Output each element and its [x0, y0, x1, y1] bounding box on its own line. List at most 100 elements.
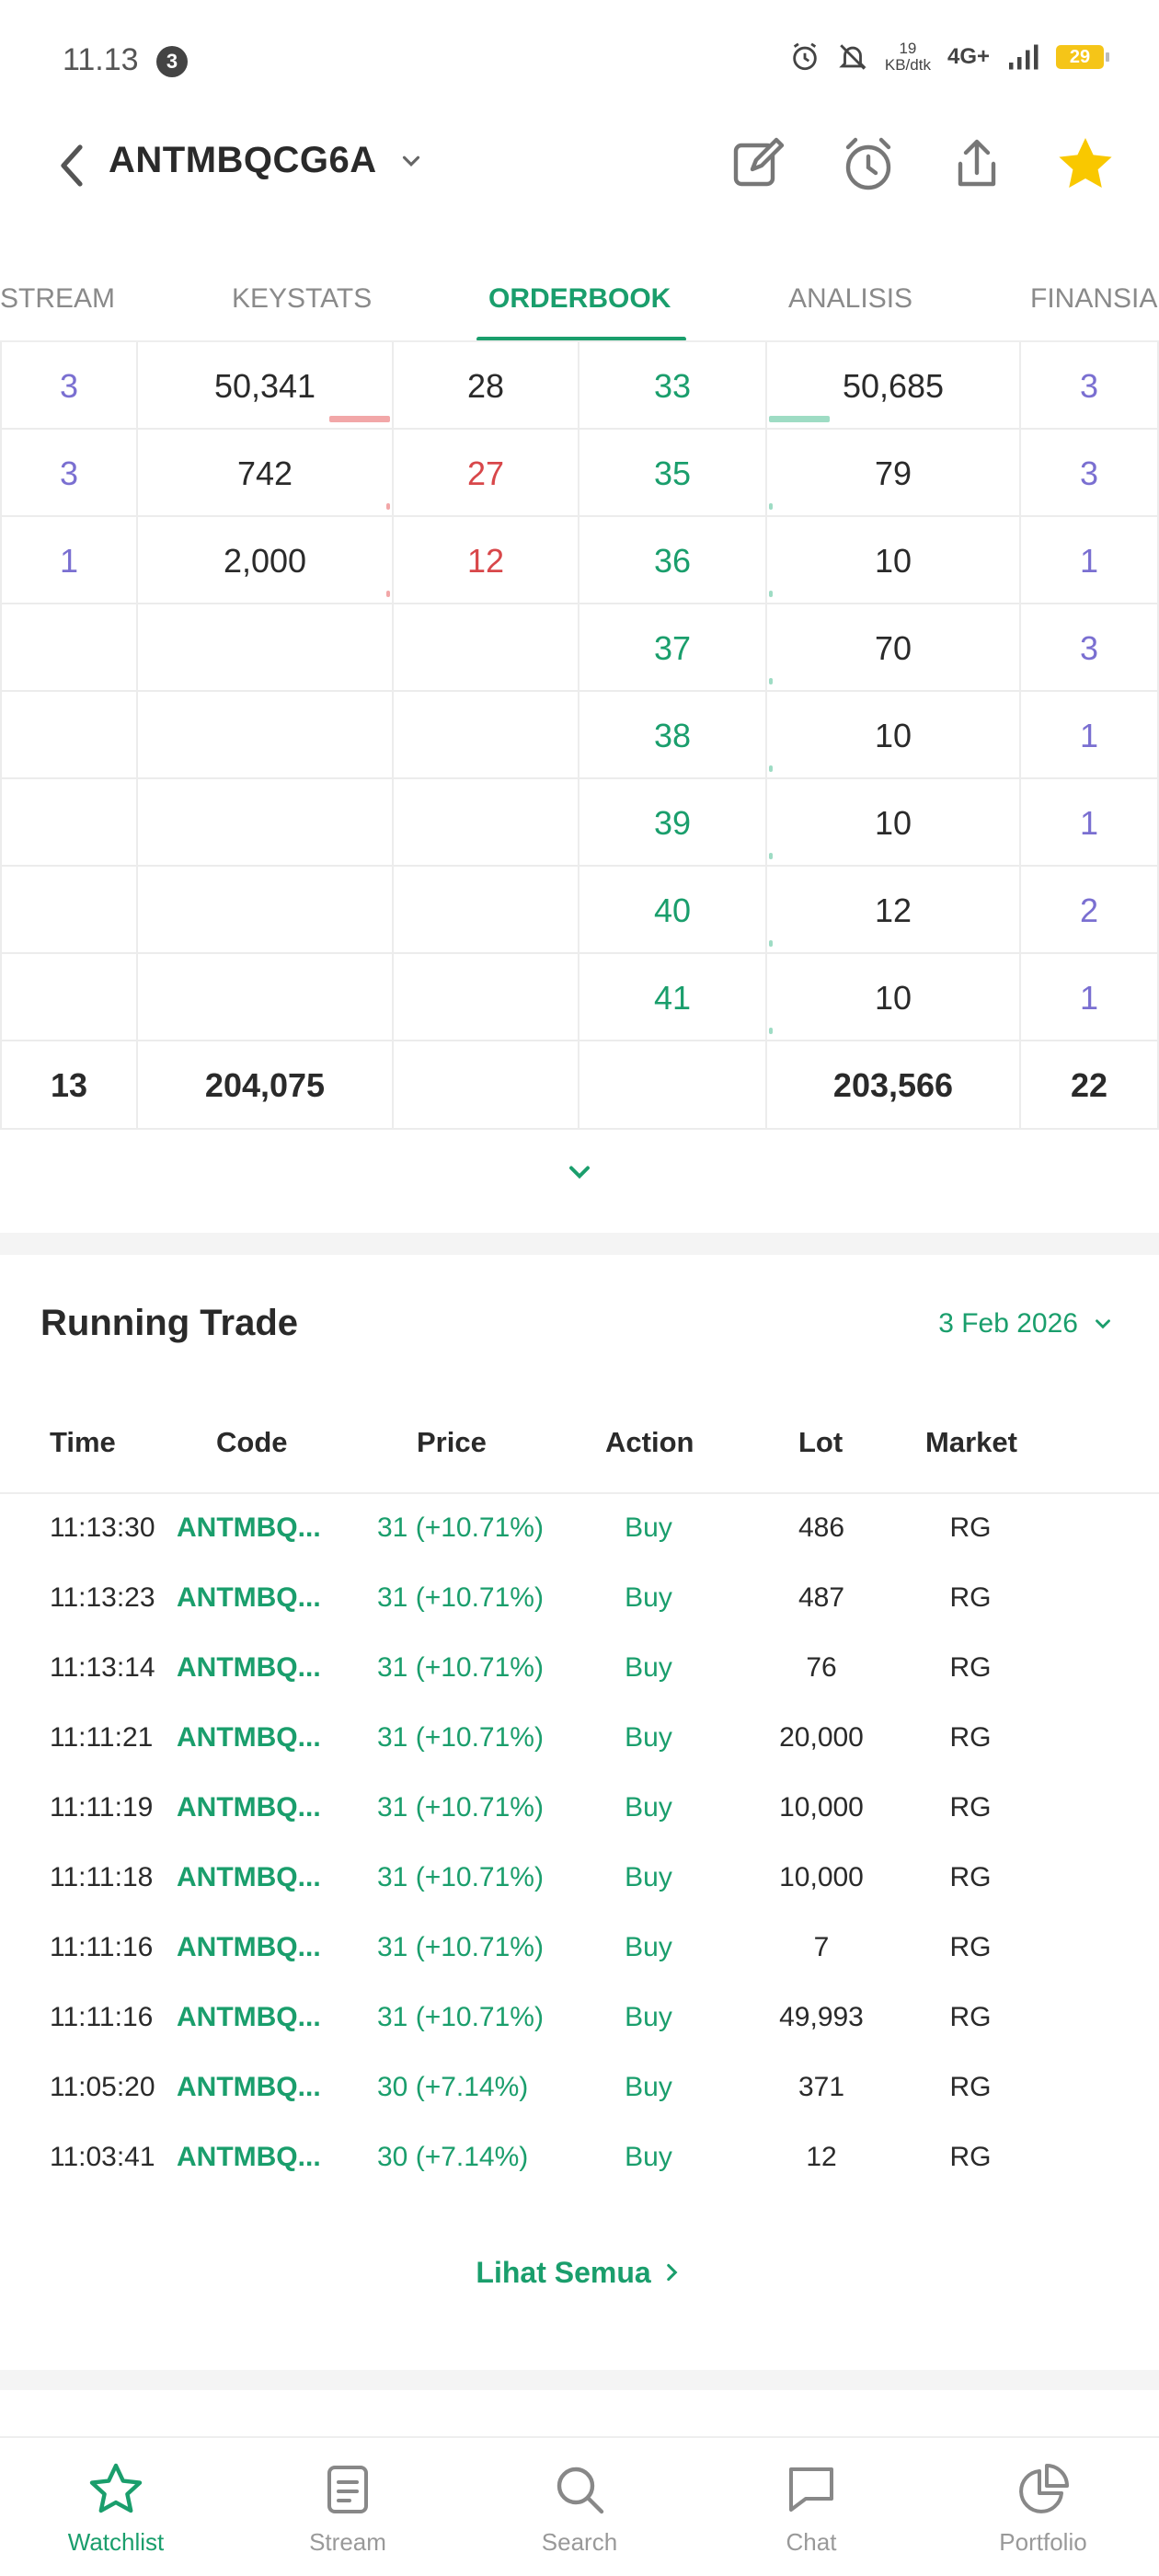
- trade-row[interactable]: 11:13:23 ANTMBQ... 31 (+10.71%) Buy 487 …: [0, 1566, 1159, 1636]
- trade-lot: 76: [806, 1652, 837, 1683]
- offer-volume-bar: [769, 1028, 773, 1034]
- trade-time: 11:13:14: [50, 1652, 155, 1683]
- trade-code[interactable]: ANTMBQ...: [177, 2072, 321, 2102]
- trade-row[interactable]: 11:13:14 ANTMBQ... 31 (+10.71%) Buy 76 R…: [0, 1636, 1159, 1706]
- trade-row[interactable]: 11:11:16 ANTMBQ... 31 (+10.71%) Buy 49,9…: [0, 1985, 1159, 2055]
- trade-price: 30 (+7.14%): [377, 2142, 529, 2172]
- bid-price[interactable]: [394, 954, 580, 1041]
- tab-finansial[interactable]: FINANSIAL: [1030, 283, 1159, 314]
- tab-analisis[interactable]: ANALISIS: [788, 283, 913, 314]
- trade-code[interactable]: ANTMBQ...: [177, 2142, 321, 2172]
- bid-price[interactable]: 12: [394, 517, 580, 604]
- trade-code[interactable]: ANTMBQ...: [177, 2002, 321, 2032]
- orderbook-row: 41 10 1: [0, 954, 1159, 1041]
- ticker-title[interactable]: ANTMBQCG6A: [109, 140, 377, 180]
- date-selector[interactable]: 3 Feb 2026: [938, 1308, 1115, 1340]
- offer-lot: 10: [767, 954, 1021, 1041]
- trade-row[interactable]: 11:11:18 ANTMBQ... 31 (+10.71%) Buy 10,0…: [0, 1846, 1159, 1915]
- offer-freq: 1: [1021, 692, 1159, 779]
- orderbook-row: 40 12 2: [0, 867, 1159, 954]
- tab-orderbook[interactable]: ORDERBOOK: [488, 283, 671, 314]
- offer-lot: 50,685: [767, 342, 1021, 430]
- share-icon[interactable]: [947, 134, 1006, 193]
- bid-freq: 3: [0, 430, 138, 517]
- nav-watchlist[interactable]: Watchlist: [0, 2460, 232, 2557]
- pie-chart-icon: [1019, 2464, 1069, 2513]
- bid-price[interactable]: 27: [394, 430, 580, 517]
- trade-code[interactable]: ANTMBQ...: [177, 1722, 321, 1753]
- offer-lot: 70: [767, 604, 1021, 692]
- trade-lot: 371: [798, 2072, 845, 2102]
- trade-code[interactable]: ANTMBQ...: [177, 1652, 321, 1683]
- orderbook-totals-row: 13 204,075 203,566 22: [0, 1041, 1159, 1130]
- offer-price[interactable]: 38: [580, 692, 767, 779]
- signal-icon: [1009, 44, 1039, 70]
- trade-code[interactable]: ANTMBQ...: [177, 1862, 321, 1892]
- expand-chevron-icon[interactable]: [563, 1156, 596, 1189]
- chevron-down-icon: [1096, 1319, 1110, 1329]
- bid-lot: 50,341: [138, 342, 394, 430]
- bid-price[interactable]: [394, 779, 580, 867]
- trade-code[interactable]: ANTMBQ...: [177, 1512, 321, 1543]
- trade-row[interactable]: 11:13:30 ANTMBQ... 31 (+10.71%) Buy 486 …: [0, 1496, 1159, 1566]
- notification-count-badge: 3: [156, 46, 188, 77]
- trade-row[interactable]: 11:11:19 ANTMBQ... 31 (+10.71%) Buy 10,0…: [0, 1776, 1159, 1846]
- nav-portfolio[interactable]: Portfolio: [927, 2460, 1159, 2557]
- offer-price[interactable]: 37: [580, 604, 767, 692]
- trade-time: 11:11:16: [50, 2002, 154, 2032]
- bid-price[interactable]: [394, 692, 580, 779]
- see-all-label: Lihat Semua: [476, 2256, 651, 2289]
- trade-row[interactable]: 11:03:41 ANTMBQ... 30 (+7.14%) Buy 12 RG: [0, 2125, 1159, 2195]
- see-all-link[interactable]: Lihat Semua: [0, 2256, 1159, 2290]
- col-price: Price: [417, 1426, 487, 1458]
- back-arrow-icon[interactable]: [51, 138, 95, 193]
- date-label: 3 Feb 2026: [938, 1308, 1078, 1339]
- trade-time: 11:03:41: [50, 2142, 155, 2172]
- bid-price[interactable]: [394, 604, 580, 692]
- trade-code[interactable]: ANTMBQ...: [177, 1932, 321, 1962]
- bid-freq: [0, 867, 138, 954]
- total-empty-cell: [394, 1041, 580, 1129]
- trade-row[interactable]: 11:05:20 ANTMBQ... 30 (+7.14%) Buy 371 R…: [0, 2055, 1159, 2125]
- trade-action: Buy: [625, 1932, 672, 1962]
- status-bar: 11.13 3 19 KB/dtk 4G+ 29: [0, 0, 1159, 120]
- trade-code[interactable]: ANTMBQ...: [177, 1582, 321, 1613]
- favorite-star-icon[interactable]: [1056, 134, 1115, 193]
- bid-price[interactable]: 28: [394, 342, 580, 430]
- status-icons: 19 KB/dtk 4G+ 29: [789, 40, 1109, 74]
- bid-price[interactable]: [394, 867, 580, 954]
- nav-chat[interactable]: Chat: [695, 2460, 927, 2557]
- bid-freq: 1: [0, 517, 138, 604]
- chat-icon: [789, 2467, 833, 2512]
- chevron-down-icon[interactable]: [397, 147, 425, 175]
- trade-action: Buy: [625, 1512, 672, 1543]
- orderbook-row: 39 10 1: [0, 779, 1159, 867]
- trade-code[interactable]: ANTMBQ...: [177, 1792, 321, 1823]
- nav-stream[interactable]: Stream: [232, 2460, 464, 2557]
- offer-price[interactable]: 35: [580, 430, 767, 517]
- trade-time: 11:11:21: [50, 1722, 154, 1753]
- trade-row[interactable]: 11:11:16 ANTMBQ... 31 (+10.71%) Buy 7 RG: [0, 1915, 1159, 1985]
- trade-price: 31 (+10.71%): [377, 1792, 544, 1823]
- offer-price[interactable]: 36: [580, 517, 767, 604]
- offer-price[interactable]: 41: [580, 954, 767, 1041]
- col-code: Code: [216, 1426, 288, 1458]
- trade-market: RG: [949, 1792, 992, 1823]
- trade-price: 31 (+10.71%): [377, 2002, 544, 2032]
- tab-keystats[interactable]: KEYSTATS: [232, 283, 373, 314]
- tab-stream[interactable]: STREAM: [0, 283, 116, 314]
- edit-icon[interactable]: [727, 134, 786, 193]
- orderbook-row: 1 2,000 12 36 10 1: [0, 517, 1159, 604]
- running-trade-header: Time Code Price Action Lot Market: [0, 1408, 1159, 1494]
- offer-price[interactable]: 33: [580, 342, 767, 430]
- trade-row[interactable]: 11:11:21 ANTMBQ... 31 (+10.71%) Buy 20,0…: [0, 1706, 1159, 1776]
- trade-lot: 10,000: [779, 1862, 864, 1892]
- bid-freq: [0, 779, 138, 867]
- nav-search[interactable]: Search: [464, 2460, 695, 2557]
- total-bid-lot: 204,075: [138, 1041, 394, 1129]
- alarm-icon: [793, 42, 817, 71]
- offer-price[interactable]: 40: [580, 867, 767, 954]
- alarm-clock-icon[interactable]: [839, 134, 898, 193]
- active-tab-indicator: [476, 337, 686, 340]
- offer-price[interactable]: 39: [580, 779, 767, 867]
